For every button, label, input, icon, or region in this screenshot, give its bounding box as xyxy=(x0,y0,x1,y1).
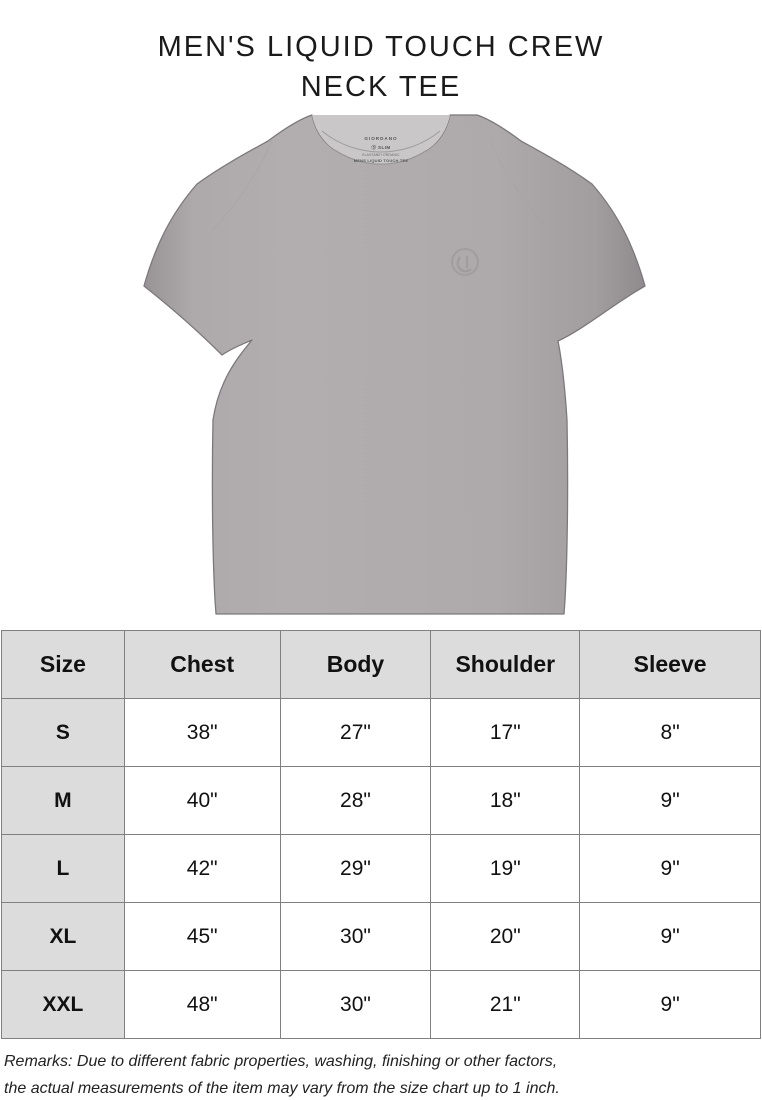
svg-text:MENS LIQUID TOUCH TEE: MENS LIQUID TOUCH TEE xyxy=(354,158,409,163)
svg-text:ELASTANE+ORGANIC: ELASTANE+ORGANIC xyxy=(362,153,400,157)
svg-text:GIORDANO: GIORDANO xyxy=(364,136,397,141)
svg-text:Ⓢ SLIM: Ⓢ SLIM xyxy=(371,144,390,151)
